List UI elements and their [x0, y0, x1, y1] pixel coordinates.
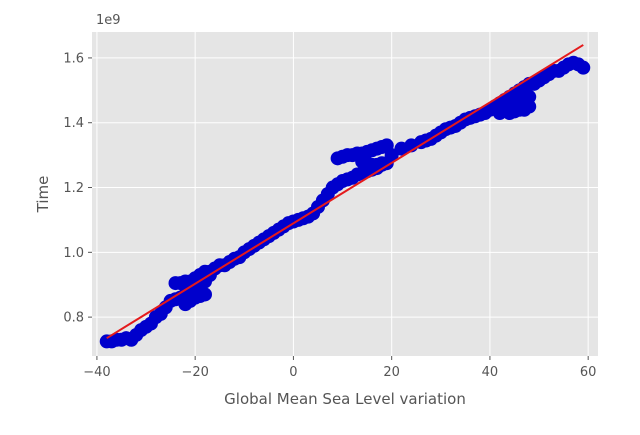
scatter-point [197, 287, 212, 302]
x-tick-label: −40 [83, 365, 110, 380]
y-tick-label: 1.0 [63, 246, 84, 261]
y-tick-label: 1.6 [63, 51, 84, 66]
scatter-point [202, 264, 217, 279]
x-tick-label: −20 [181, 365, 208, 380]
x-axis-ticks: −40 −20 0 20 40 60 [83, 356, 596, 380]
x-tick-label: 0 [289, 365, 297, 380]
y-axis-ticks: 0.8 1.0 1.2 1.4 1.6 [63, 51, 92, 326]
x-tick-label: 60 [580, 365, 597, 380]
scatter-point [379, 138, 394, 153]
scatter-point [576, 60, 591, 75]
fit-line-series [106, 44, 584, 340]
x-axis-label: Global Mean Sea Level variation [224, 390, 466, 408]
y-axis-label: Time [34, 176, 52, 214]
scatter-point [522, 99, 537, 114]
x-tick-label: 40 [482, 365, 499, 380]
x-tick-label: 20 [383, 365, 400, 380]
y-tick-label: 1.2 [63, 181, 84, 196]
y-tick-label: 0.8 [63, 311, 84, 326]
grid [92, 32, 598, 356]
fit-line [106, 44, 584, 340]
y-offset-label: 1e9 [96, 13, 121, 28]
scatter-point [522, 89, 537, 104]
y-tick-label: 1.4 [63, 116, 84, 131]
